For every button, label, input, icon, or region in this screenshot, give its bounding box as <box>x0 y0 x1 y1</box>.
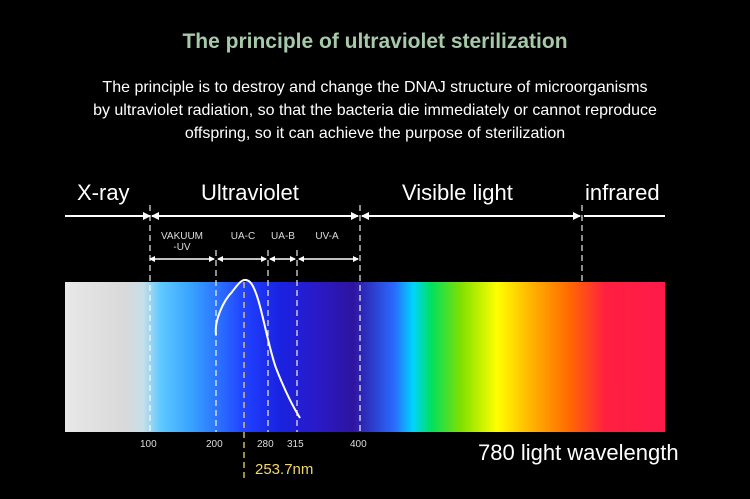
band-label-ultraviolet: Ultraviolet <box>201 180 299 205</box>
subband-vakuum: VAKUUM -UV <box>155 231 209 253</box>
tick-100: 100 <box>140 439 157 450</box>
description-line-1: The principle is to destroy and change t… <box>102 79 648 96</box>
subband-vakuum-line-1: VAKUUM <box>160 231 204 242</box>
description-line-2: by ultraviolet radiation, so that the ba… <box>93 102 657 119</box>
spectrum-gradient <box>65 282 665 432</box>
tick-200: 200 <box>206 439 223 450</box>
page-title: The principle of ultraviolet sterilizati… <box>182 30 568 53</box>
subband-uab: UA-B <box>271 231 295 242</box>
tick-400: 400 <box>350 439 367 450</box>
subband-vakuum-line-2: -UV <box>173 242 191 253</box>
band-label-infrared: infrared <box>585 180 660 205</box>
subband-uva: UV-A <box>315 231 339 242</box>
tick-280: 280 <box>257 439 274 450</box>
band-label-visible: Visible light <box>402 180 513 205</box>
band-label-xray: X-ray <box>77 180 130 205</box>
germicidal-curve <box>214 278 301 419</box>
description: The principle is to destroy and change t… <box>30 76 720 145</box>
description-line-3: offspring, so it can achieve the purpose… <box>184 125 566 142</box>
peak-wavelength-label: 253.7nm <box>255 461 314 478</box>
tick-315: 315 <box>287 439 304 450</box>
axis-label-780: 780 light wavelength <box>478 440 679 465</box>
subband-uac: UA-C <box>230 231 256 242</box>
